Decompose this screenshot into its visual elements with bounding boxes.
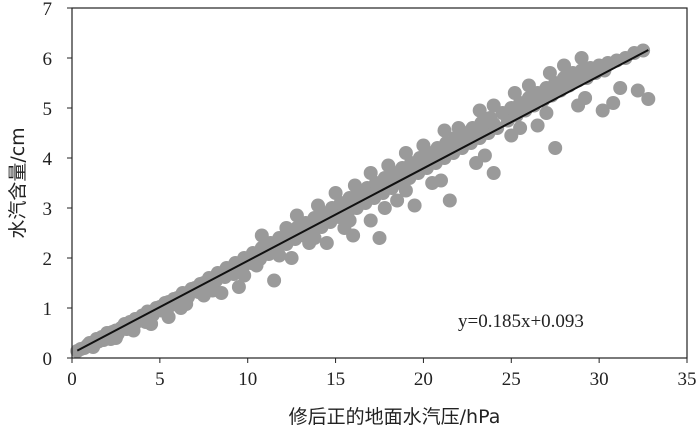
data-point bbox=[173, 301, 188, 315]
y-tick-label: 5 bbox=[43, 99, 53, 120]
data-point bbox=[398, 146, 413, 160]
data-point bbox=[539, 106, 554, 120]
x-tick-label: 0 bbox=[67, 369, 77, 390]
x-tick-label: 30 bbox=[590, 369, 609, 390]
x-tick-label: 20 bbox=[414, 369, 433, 390]
y-axis-ticks: 0 1 2 3 4 5 6 7 bbox=[43, 0, 72, 370]
data-point bbox=[126, 323, 141, 338]
data-point bbox=[595, 103, 610, 118]
data-point bbox=[557, 58, 571, 73]
y-axis-title: 水汽含量/cm bbox=[7, 127, 29, 238]
y-tick-label: 3 bbox=[43, 199, 53, 220]
plot-frame bbox=[71, 7, 688, 359]
data-point bbox=[407, 198, 422, 213]
data-point bbox=[504, 128, 519, 143]
data-point bbox=[138, 315, 153, 329]
data-point bbox=[486, 166, 501, 180]
data-point bbox=[328, 186, 343, 200]
data-point bbox=[472, 103, 487, 118]
data-point bbox=[377, 201, 392, 215]
y-tick-label: 2 bbox=[43, 249, 53, 270]
y-tick-label: 4 bbox=[43, 149, 53, 170]
data-point bbox=[237, 268, 252, 283]
data-point bbox=[279, 221, 294, 235]
data-point bbox=[437, 123, 452, 138]
data-point bbox=[548, 141, 563, 155]
data-point bbox=[521, 78, 536, 93]
data-point bbox=[363, 166, 378, 180]
x-tick-label: 15 bbox=[326, 369, 345, 390]
data-point bbox=[542, 66, 557, 80]
data-point bbox=[311, 198, 325, 213]
y-tick-label: 6 bbox=[43, 49, 53, 70]
x-tick-label: 5 bbox=[155, 369, 165, 390]
data-point bbox=[451, 121, 466, 135]
data-point bbox=[486, 98, 501, 113]
data-point bbox=[630, 83, 645, 98]
data-point bbox=[578, 91, 593, 105]
data-point bbox=[606, 96, 621, 110]
data-point bbox=[363, 213, 378, 228]
x-axis-ticks: 0 5 10 15 20 25 30 35 bbox=[67, 358, 697, 390]
y-tick-label: 0 bbox=[43, 349, 53, 370]
data-point bbox=[434, 173, 448, 188]
data-point bbox=[347, 178, 362, 193]
data-point bbox=[319, 236, 334, 250]
data-point bbox=[342, 213, 357, 228]
data-point bbox=[530, 118, 545, 133]
data-point bbox=[574, 51, 589, 65]
regression-line bbox=[76, 49, 649, 352]
data-point bbox=[284, 251, 299, 265]
x-tick-label: 25 bbox=[502, 369, 521, 390]
data-point bbox=[205, 283, 220, 298]
regression-equation: y=0.185x+0.093 bbox=[458, 311, 584, 332]
data-point bbox=[272, 248, 287, 263]
data-point bbox=[372, 231, 387, 245]
y-tick-label: 7 bbox=[43, 0, 53, 20]
data-point bbox=[507, 86, 522, 100]
data-point bbox=[231, 280, 246, 294]
y-tick-label: 1 bbox=[43, 299, 53, 320]
x-tick-label: 35 bbox=[678, 369, 697, 390]
data-point bbox=[289, 208, 304, 223]
data-point bbox=[381, 158, 396, 173]
data-point bbox=[390, 193, 405, 208]
data-point bbox=[249, 258, 264, 273]
data-point bbox=[161, 310, 176, 324]
x-axis-title: 修后正的地面水汽压/hPa bbox=[289, 406, 501, 428]
data-point bbox=[254, 228, 269, 243]
data-point bbox=[477, 148, 492, 163]
data-point bbox=[307, 231, 322, 245]
x-tick-label: 10 bbox=[238, 369, 257, 390]
data-point bbox=[398, 183, 413, 198]
data-point bbox=[416, 138, 431, 153]
data-point bbox=[613, 81, 628, 95]
data-point bbox=[442, 193, 457, 208]
data-point bbox=[267, 273, 282, 288]
data-point bbox=[641, 92, 656, 106]
